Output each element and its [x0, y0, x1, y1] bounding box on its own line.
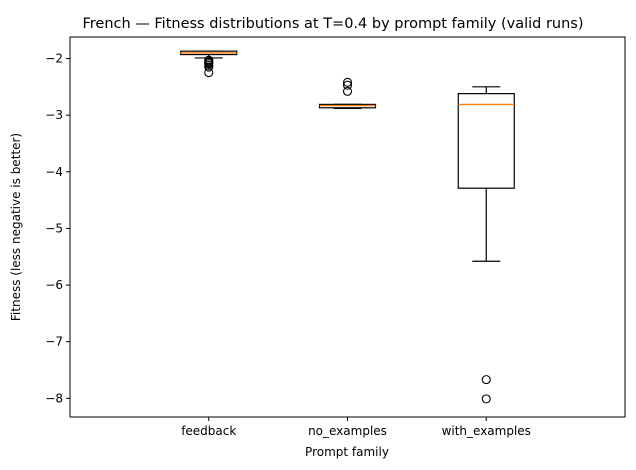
x-axis: feedback no_examples with_examples [181, 417, 531, 438]
box-group-feedback [180, 50, 238, 78]
x-axis-label: Prompt family [305, 445, 389, 459]
y-tick-label: −5 [45, 221, 63, 235]
y-tick-label: −6 [45, 278, 63, 292]
outlier-point [342, 80, 353, 90]
x-tick-label: no_examples [308, 424, 387, 438]
outlier-point [342, 77, 353, 87]
x-tick-label: feedback [181, 424, 236, 438]
y-tick-label: −3 [45, 108, 63, 122]
outlier-point [481, 394, 491, 404]
outlier-point [204, 68, 214, 78]
y-tick-label: −7 [45, 335, 63, 349]
boxes-layer [180, 50, 515, 404]
outlier-point [342, 86, 353, 96]
outlier-point [204, 62, 214, 72]
plot-area [69, 36, 626, 418]
outlier-point [481, 375, 491, 385]
x-tick-label: with_examples [442, 424, 531, 438]
y-tick-label: −8 [45, 391, 63, 405]
y-axis-label: Fitness (less negative is better) [9, 133, 23, 321]
y-tick-label: −4 [45, 165, 63, 179]
y-tick-label: −2 [45, 52, 63, 66]
box-group-with_examples [457, 86, 515, 404]
y-axis: −8 −7 −6 −5 −4 −3 −2 [45, 52, 70, 405]
chart-title: French — Fitness distributions at T=0.4 … [82, 16, 583, 32]
box-group-no_examples [318, 77, 377, 109]
box-iqr [457, 93, 515, 189]
